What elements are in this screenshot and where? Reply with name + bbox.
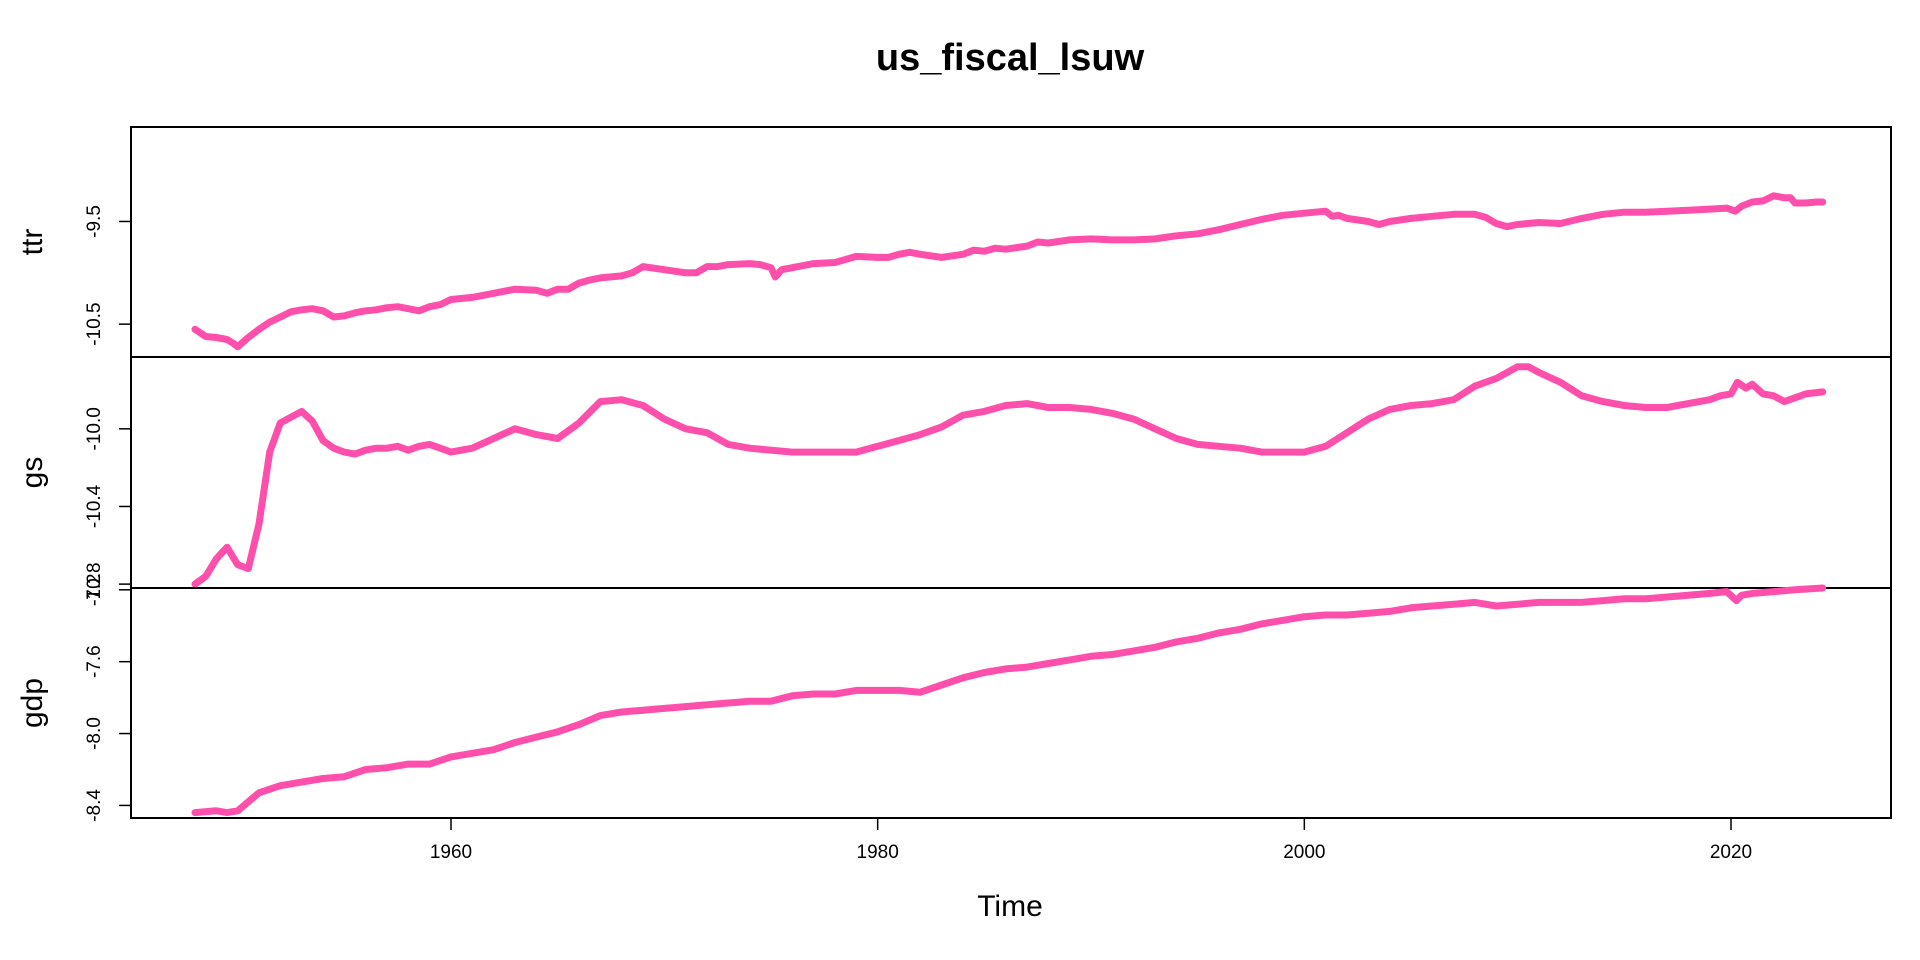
panel-ttr: ttr -10.5 -9.5	[16, 126, 1892, 358]
x-tick-label: 1980	[857, 842, 899, 863]
panel-gdp: gdp -8.4 -8.0 -7.6 -7.2	[16, 573, 1892, 822]
y-tick-label: -7.6	[84, 645, 105, 678]
panel-gs: gs -10.8 -10.4 -10.0	[16, 356, 1892, 606]
x-tick-label: 1960	[430, 842, 472, 863]
y-tick-label: -10.8	[84, 562, 105, 605]
y-axis-label-gs: gs	[16, 457, 49, 489]
y-tick-label: -8.0	[84, 717, 105, 750]
y-axis-label-gdp: gdp	[16, 678, 49, 728]
panel-frame-ttr	[130, 126, 1892, 358]
y-tick-label: -7.2	[84, 573, 105, 606]
x-axis: 1960 1980 2000 2020	[430, 818, 1752, 863]
y-tick-label: -10.0	[84, 407, 105, 450]
panel-frame-gs	[130, 356, 1892, 589]
y-tick-label: -8.4	[84, 789, 105, 822]
y-tick-label: -9.5	[84, 205, 105, 238]
y-tick-label: -10.5	[84, 302, 105, 345]
panel-frame-gdp	[130, 587, 1892, 819]
x-tick-label: 2020	[1710, 842, 1752, 863]
y-tick-label: -10.4	[84, 484, 105, 528]
x-axis-label: Time	[977, 890, 1043, 923]
series-line-gdp	[191, 584, 1827, 817]
panels-group: ttr -10.5 -9.5 gs -10.8 -10.4 -10.0 gdp -8.4 -8.0…	[16, 126, 1892, 822]
series-line-ttr	[191, 192, 1827, 351]
x-tick-label: 2000	[1283, 842, 1325, 863]
series-line-gs	[191, 363, 1827, 588]
y-axis-label-ttr: ttr	[16, 229, 49, 256]
chart-title: us_fiscal_lsuw	[876, 37, 1145, 79]
